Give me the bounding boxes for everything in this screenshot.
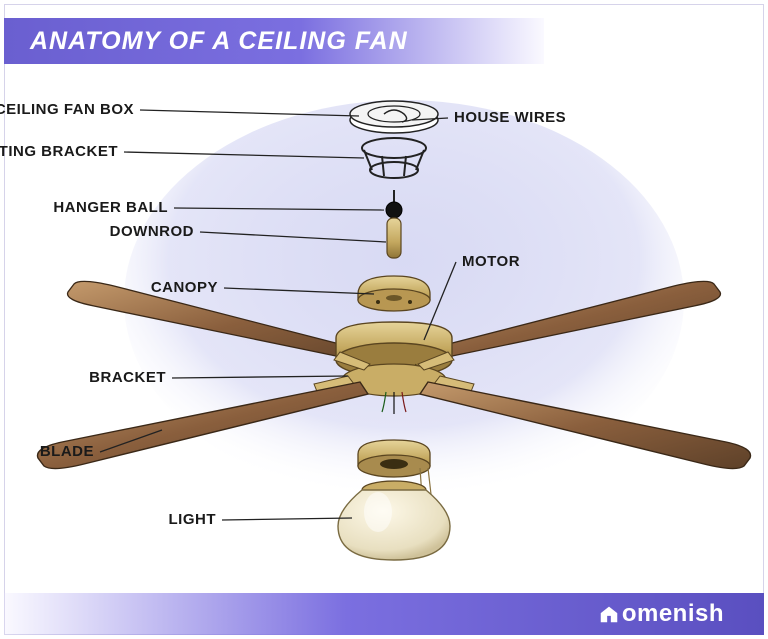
header-banner: ANATOMY OF A CEILING FAN (4, 18, 544, 64)
fan-diagram (4, 70, 764, 590)
footer-banner: omenish (4, 593, 764, 635)
label-downrod: DOWNROD (110, 223, 194, 240)
brand: omenish (598, 600, 724, 628)
brand-logo-icon (598, 603, 620, 625)
label-bracket: BRACKET (89, 369, 166, 386)
part-light-housing (358, 440, 430, 477)
label-light: LIGHT (169, 511, 217, 528)
label-hanger-ball: HANGER BALL (53, 199, 168, 216)
label-mounting-bracket: MOUNTING BRACKET (0, 143, 118, 160)
label-motor: MOTOR (462, 253, 520, 270)
page-title: ANATOMY OF A CEILING FAN (30, 27, 408, 56)
label-house-wires: HOUSE WIRES (454, 109, 566, 126)
label-blade: BLADE (40, 443, 94, 460)
label-ceiling-fan-box: CEILING FAN BOX (0, 101, 134, 118)
diagram-area: CEILING FAN BOXHOUSE WIRESMOUNTING BRACK… (4, 70, 764, 593)
brand-text: omenish (622, 600, 724, 628)
label-canopy: CANOPY (151, 279, 218, 296)
leader-light (222, 518, 352, 520)
part-fan-box (350, 101, 438, 133)
